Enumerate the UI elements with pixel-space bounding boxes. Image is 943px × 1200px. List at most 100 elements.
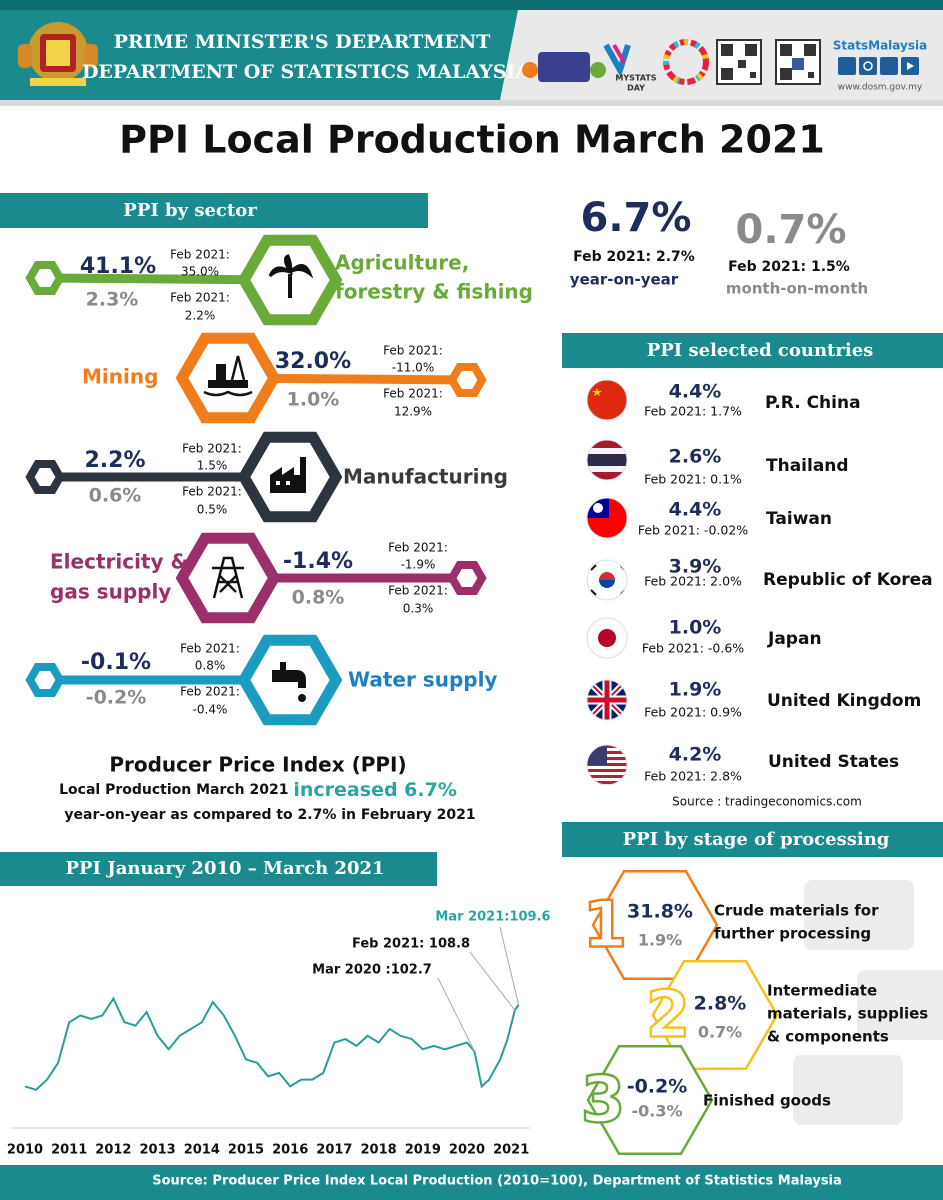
headline-mom: 0.7% (736, 207, 847, 253)
header-shadow (0, 100, 943, 106)
country-name: Republic of Korea (763, 570, 933, 590)
country-name: Thailand (766, 456, 849, 476)
flag-part (592, 388, 602, 396)
sector-mom: 2.3% (86, 289, 139, 311)
sector-feb: Feb 2021: (182, 485, 242, 499)
qr-codes (716, 39, 821, 85)
small-hexagon (447, 561, 487, 595)
crest (18, 22, 98, 86)
headline-yoy: 6.7% (581, 195, 692, 241)
x-tick-label: 2017 (316, 1143, 352, 1158)
header-line1: PRIME MINISTER'S DEPARTMENT (114, 31, 491, 53)
sector-feb: 12.9% (394, 405, 432, 419)
flag-shade (586, 379, 628, 421)
brand: StatsMalaysia (833, 39, 927, 53)
country-name: United Kingdom (767, 691, 921, 711)
header-top-strip (0, 0, 943, 10)
stage-number: 2 (646, 979, 691, 1053)
flag-part (587, 472, 627, 480)
flag-shade (586, 497, 628, 539)
flag (587, 560, 627, 600)
sector-feb: Feb 2021: (182, 442, 242, 456)
mystats-text: MYSTATS (615, 74, 656, 83)
footer-bar (0, 1165, 943, 1200)
summary-line3: year-on-year as compared to 2.7% in Febr… (64, 807, 475, 823)
flag (587, 380, 627, 420)
annotation: Mar 2021:109.6 (435, 910, 550, 925)
sector-name: Water supply (348, 668, 497, 692)
icon-part (208, 380, 248, 388)
sector-icon (268, 254, 314, 298)
sector-icon (212, 556, 244, 599)
stage-hexagon (651, 960, 779, 1070)
summary-highlight: increased 6.7% (293, 779, 457, 801)
sector-feb: 2.2% (185, 309, 216, 323)
country-value: 1.0% (669, 617, 722, 639)
sector-icon (203, 355, 253, 397)
flag-part (593, 503, 603, 513)
flag-shade (586, 679, 628, 721)
sector-yoy: 41.1% (80, 254, 156, 279)
x-tick-label: 2012 (95, 1143, 131, 1158)
header-line2: DEPARTMENT OF STATISTICS MALAYSIA (82, 61, 530, 83)
footer-text: Source: Producer Price Index Local Produ… (152, 1174, 842, 1189)
sector-feb: Feb 2021: (383, 387, 443, 401)
icon-part (268, 254, 314, 279)
section-title: PPI by sector (123, 200, 257, 221)
sector-feb: 0.8% (195, 659, 226, 673)
sector-feb: -11.0% (392, 361, 434, 375)
flag-shade (586, 439, 628, 481)
flag-part (587, 466, 627, 472)
icon-part (203, 355, 253, 397)
sector-name: Electricity & (50, 550, 188, 574)
flag (587, 440, 627, 480)
header-band (0, 0, 520, 100)
country-value: 2.6% (669, 446, 722, 468)
stage-number: 1 (583, 889, 628, 963)
flag (587, 680, 627, 720)
section-title: PPI January 2010 – March 2021 (65, 858, 384, 879)
sector-feb: 1.5% (197, 459, 228, 473)
section-bar (0, 193, 428, 228)
country-name: P.R. China (765, 393, 861, 413)
sector-mom: -0.2% (86, 687, 147, 709)
stage-mom: -0.3% (631, 1102, 682, 1121)
country-feb: Feb 2021: -0.6% (642, 641, 744, 656)
icon-hexagon (175, 332, 281, 424)
x-tick-label: 2016 (272, 1143, 308, 1158)
small-hexagon (447, 363, 487, 397)
sector-mom: 0.8% (292, 587, 345, 609)
country-value: 4.4% (669, 381, 722, 403)
sector-mom: 1.0% (287, 389, 340, 411)
country-name: United States (768, 752, 899, 772)
sector-yoy: -0.1% (81, 650, 151, 675)
sector-feb: Feb 2021: (383, 344, 443, 358)
leader-line (437, 977, 475, 1052)
country-value: 1.9% (669, 679, 722, 701)
country-name: Japan (767, 629, 822, 649)
x-tick-label: 2013 (140, 1143, 176, 1158)
icon-part (216, 364, 226, 380)
census-logo (522, 52, 606, 82)
sector-name: Agriculture, (335, 251, 469, 275)
x-tick-label: 2020 (449, 1143, 485, 1158)
flag-shade (586, 559, 628, 601)
flag-part (587, 454, 627, 466)
sector-feb: -0.4% (193, 703, 228, 717)
small-hexagon (25, 663, 65, 697)
section-bar (562, 822, 943, 857)
flag-part (587, 680, 627, 720)
icon-part (272, 670, 306, 688)
stage-label: further processing (714, 925, 871, 943)
icon-part (288, 274, 292, 298)
headline-yoy-feb: Feb 2021: 2.7% (573, 249, 695, 265)
flag-part (599, 572, 615, 580)
sector-feb: Feb 2021: (170, 291, 230, 305)
stage-mom: 1.9% (638, 931, 682, 950)
x-tick-label: 2018 (361, 1143, 397, 1158)
country-feb: Feb 2021: 1.7% (644, 404, 742, 419)
main-title: PPI Local Production March 2021 (119, 118, 825, 162)
sector-feb: 0.3% (403, 602, 434, 616)
country-value: 3.9% (669, 556, 722, 578)
